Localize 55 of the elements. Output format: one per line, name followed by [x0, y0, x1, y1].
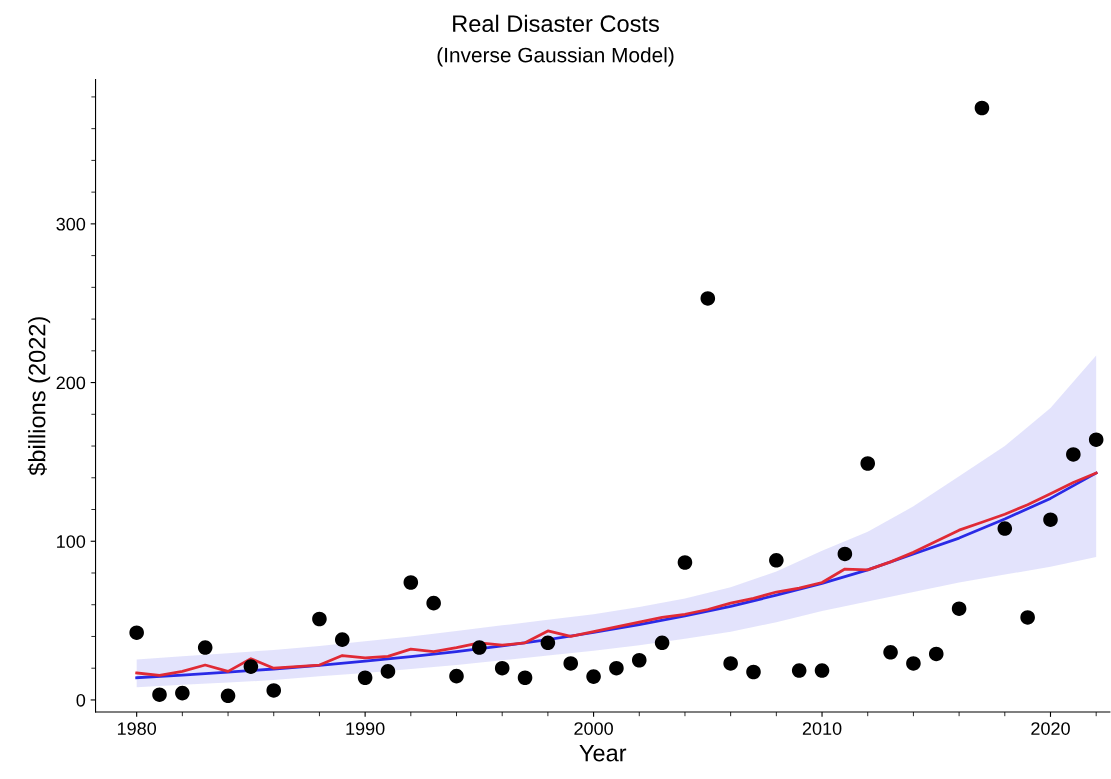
point [860, 456, 876, 471]
point [1088, 432, 1104, 447]
point [814, 663, 830, 678]
x-tick-label: 2020 [1031, 722, 1070, 735]
point [677, 555, 693, 570]
y-tick-label: 200 [56, 376, 86, 390]
point [266, 683, 282, 698]
point [837, 546, 853, 562]
point [494, 660, 510, 676]
point [928, 646, 944, 662]
point [380, 664, 396, 679]
x-axis-title: Year [579, 744, 627, 762]
point [334, 632, 350, 647]
y-axis-title: $billions (2022) [27, 317, 51, 476]
point [540, 635, 556, 651]
point [1020, 610, 1035, 625]
point [517, 670, 533, 686]
point [951, 601, 967, 616]
point [243, 659, 259, 674]
x-tick-label: 2000 [574, 722, 613, 735]
x-tick-label: 1990 [346, 722, 385, 735]
point [723, 656, 738, 671]
y-tick-label: 0 [76, 693, 86, 707]
point [175, 685, 190, 701]
point [1043, 512, 1058, 527]
point [220, 688, 236, 704]
point [700, 291, 716, 306]
point [426, 595, 441, 611]
point [586, 669, 601, 684]
point [906, 656, 921, 671]
point [883, 645, 898, 660]
x-tick-label: 2010 [802, 722, 842, 735]
point [769, 553, 784, 568]
point [197, 640, 213, 655]
point [312, 611, 327, 627]
point [974, 100, 990, 116]
point [1066, 447, 1081, 462]
x-tick-label: 1980 [117, 722, 157, 735]
point [746, 664, 761, 680]
point [654, 635, 670, 651]
y-tick-label: 300 [56, 217, 86, 231]
point [152, 687, 167, 702]
point [631, 652, 647, 668]
point [403, 575, 419, 590]
chart-title: Real Disaster Costs [453, 14, 659, 33]
point [449, 668, 464, 684]
point [472, 640, 487, 655]
point [791, 663, 807, 678]
point [357, 670, 373, 686]
point [563, 656, 579, 671]
point [997, 521, 1013, 536]
point [609, 660, 624, 676]
point [129, 625, 144, 640]
chart-subtitle: (Inverse Gaussian Model) [437, 47, 674, 67]
y-tick-label: 100 [57, 535, 86, 548]
